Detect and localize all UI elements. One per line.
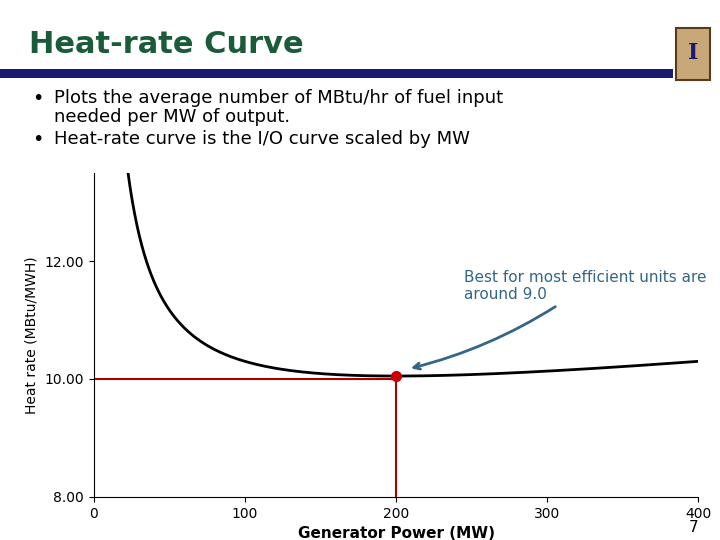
X-axis label: Generator Power (MW): Generator Power (MW) bbox=[297, 526, 495, 540]
Text: •: • bbox=[32, 89, 44, 108]
Text: Plots the average number of MBtu/hr of fuel input: Plots the average number of MBtu/hr of f… bbox=[54, 89, 503, 107]
Text: Best for most efficient units are
around 9.0: Best for most efficient units are around… bbox=[414, 270, 706, 369]
Text: needed per MW of output.: needed per MW of output. bbox=[54, 108, 290, 126]
Text: Heat-rate Curve: Heat-rate Curve bbox=[29, 30, 303, 59]
Text: Heat-rate curve is the I/O curve scaled by MW: Heat-rate curve is the I/O curve scaled … bbox=[54, 130, 470, 147]
Y-axis label: Heat rate (MBtu/MWH): Heat rate (MBtu/MWH) bbox=[24, 256, 39, 414]
FancyBboxPatch shape bbox=[676, 28, 710, 80]
Text: I: I bbox=[688, 42, 698, 64]
Text: 7: 7 bbox=[689, 519, 698, 535]
Text: •: • bbox=[32, 130, 44, 148]
